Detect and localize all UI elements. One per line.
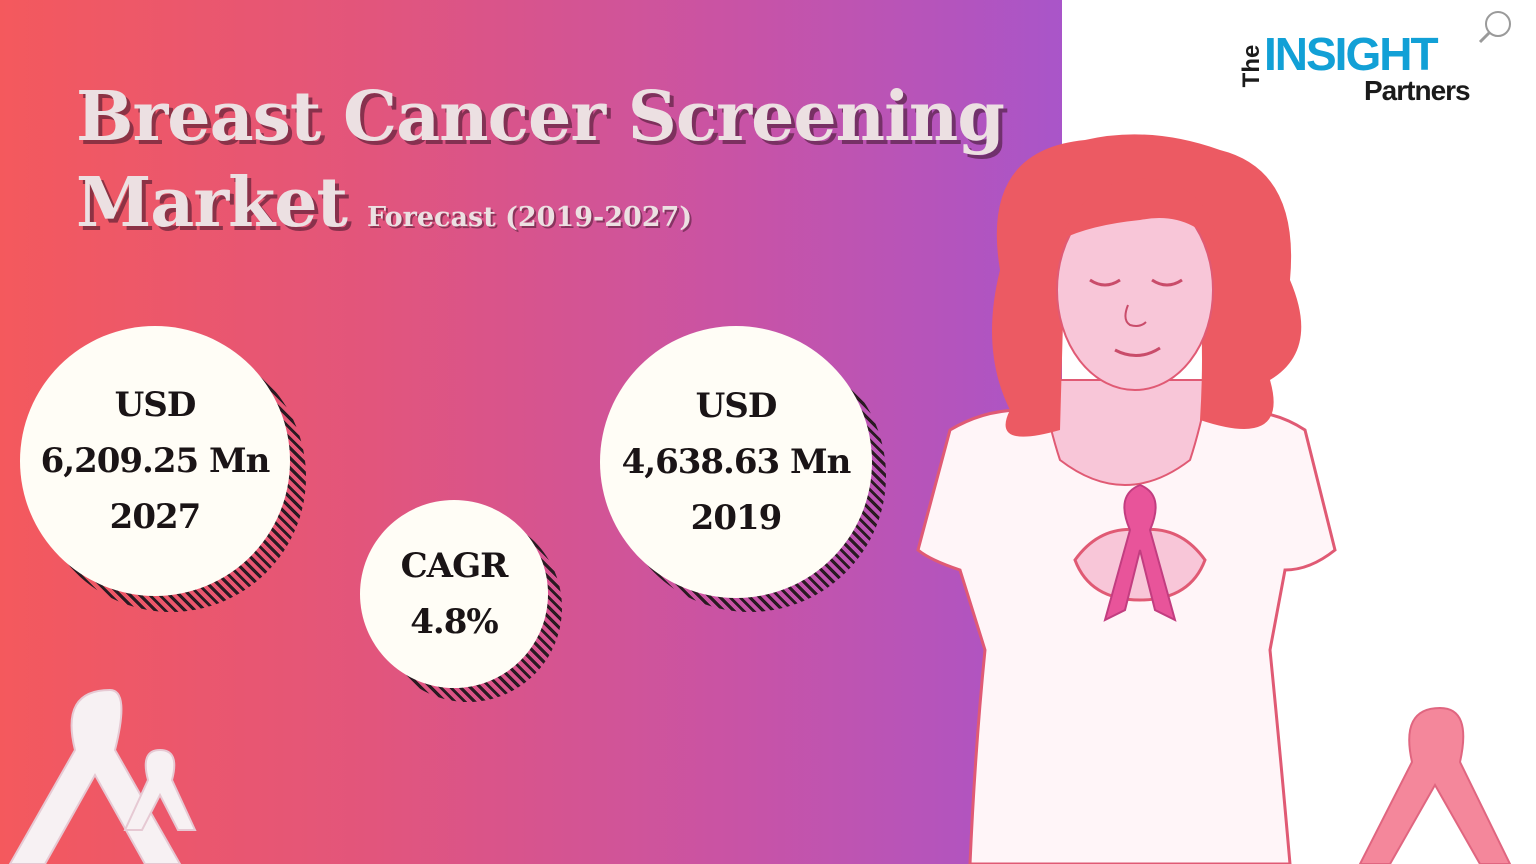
right-eye [1151,278,1183,287]
currency-label: USD [695,386,778,426]
bubble-disc: USD 4,638.63 Mn 2019 [600,326,872,598]
pink-awareness-ribbon [1358,706,1512,864]
stat-bubble-2019: USD 4,638.63 Mn 2019 [600,326,886,612]
title-line-2: Market [76,163,348,243]
insight-partners-logo: The INSIGHT Partners [1236,11,1516,110]
page-title: Breast Cancer Screening Market Forecast … [76,74,1005,261]
hands [1073,527,1207,602]
hair [992,134,1302,437]
currency-label: USD [114,385,197,425]
logo-the: The [1238,44,1265,88]
logo-partners: Partners [1364,75,1471,106]
nose [1124,304,1147,327]
cagr-value: 4.8% [410,602,498,642]
title-line-2-row: Market Forecast (2019-2027) [76,160,1004,261]
bubble-disc: CAGR 4.8% [360,500,548,688]
left-eye [1089,278,1121,287]
year-label: 2019 [690,498,783,538]
title-line-1: Breast Cancer Screening [76,77,1005,157]
bubble-disc: USD 6,209.25 Mn 2027 [20,326,290,596]
market-value: 4,638.63 Mn [621,442,852,482]
stat-bubble-2027: USD 6,209.25 Mn 2027 [20,326,306,612]
mouth [1114,346,1161,357]
woman-with-ribbon-illustration [916,134,1337,864]
stat-bubble-cagr: CAGR 4.8% [360,500,562,702]
white-awareness-ribbons [8,688,197,864]
cagr-label: CAGR [400,546,509,586]
pink-ribbon [1103,483,1177,622]
magnifier-icon [1478,11,1511,44]
small-white-ribbon [123,748,197,831]
year-label: 2027 [109,497,202,537]
hair-fringe [1060,178,1220,250]
forecast-subtitle: Forecast (2019-2027) [366,202,693,233]
logo-insight: INSIGHT [1264,28,1439,80]
market-value: 6,209.25 Mn [40,441,271,481]
